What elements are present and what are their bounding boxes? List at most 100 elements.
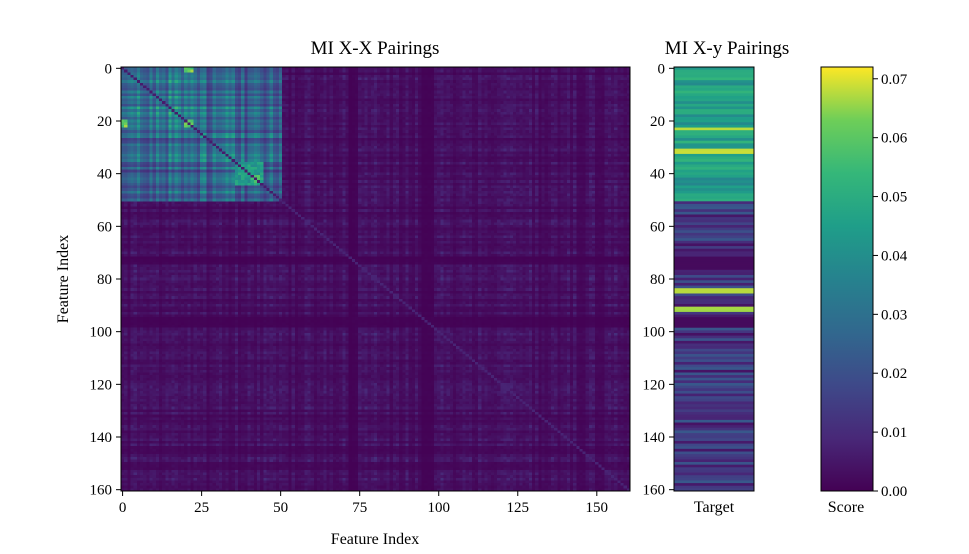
xy-cell [674, 354, 754, 358]
xy-ytick-label: 40 [650, 167, 665, 183]
colorbar-tick-label: 0.03 [881, 307, 907, 323]
xy-cell [674, 304, 754, 308]
xy-cell [674, 151, 754, 155]
xx-xtick-label: 25 [194, 500, 209, 516]
xy-cell [674, 114, 754, 118]
xy-cell [674, 243, 754, 247]
xy-cell [674, 454, 754, 458]
xy-cell [674, 209, 754, 213]
xy-cell [674, 267, 754, 271]
xy-cell [674, 248, 754, 252]
xy-cell [674, 488, 754, 492]
xy-cell [674, 135, 754, 139]
xx-xtick-label: 75 [352, 500, 367, 516]
xy-cell [674, 82, 754, 86]
xy-cell [674, 451, 754, 455]
xy-cell [674, 69, 754, 73]
xy-cell [674, 443, 754, 447]
xy-cell [674, 351, 754, 355]
xy-cell [674, 288, 754, 292]
xy-cell [674, 219, 754, 223]
xy-cell [674, 477, 754, 481]
xy-cell [674, 95, 754, 100]
xy-cell [674, 198, 754, 202]
xy-cell [674, 261, 754, 265]
xy-cell [674, 459, 754, 463]
xy-cell [674, 77, 754, 81]
xy-cell [674, 462, 754, 466]
xy-cell [674, 390, 754, 394]
xy-cell [674, 290, 754, 294]
xy-cell [674, 225, 754, 229]
xy-cell [674, 393, 754, 397]
xx-ytick-label: 20 [97, 114, 112, 130]
xy-cell [674, 427, 754, 431]
xy-cell [674, 356, 754, 360]
xy-cell [674, 414, 754, 418]
xy-cell [674, 398, 754, 402]
xy-cell [674, 259, 754, 263]
xx-ylabel: Feature Index [55, 235, 72, 323]
xy-cell [674, 464, 754, 468]
xy-cell [674, 264, 754, 268]
xy-cell [674, 317, 754, 321]
xy-cell [674, 106, 754, 110]
xy-cell [674, 103, 754, 107]
xy-cell [674, 172, 754, 176]
xy-cell [674, 272, 754, 276]
xy-cell [674, 361, 754, 365]
xy-cell [674, 164, 754, 168]
xy-cell [674, 446, 754, 450]
xy-cell [674, 301, 754, 305]
xy-cell [674, 325, 754, 329]
xy-cell [674, 367, 754, 371]
xy-cell [674, 285, 754, 289]
xx-heatmap-cells [121, 67, 630, 491]
xy-cell [674, 467, 754, 471]
xy-cell [674, 419, 754, 423]
xy-cell [674, 130, 754, 134]
colorbar-tick-label: 0.00 [881, 484, 907, 500]
xx-ytick-label: 80 [97, 272, 112, 288]
xy-cell [674, 140, 754, 144]
colorbar: 0.00 0.01 0.02 0.03 0.04 0.05 0.06 0.07 Score [820, 66, 908, 516]
xy-cell [674, 306, 754, 310]
xy-cell [674, 169, 754, 173]
xy-cell [674, 206, 754, 210]
xy-cell [674, 348, 754, 352]
xy-cell [674, 227, 754, 231]
xx-heatmap: 0 25 50 75 100 125 150 0 20 40 60 80 100 120 140 160 M… [55, 38, 631, 548]
xy-cell [674, 322, 754, 326]
xy-cell [674, 153, 754, 157]
colorbar-tick-label: 0.06 [881, 131, 908, 147]
xy-cell [674, 90, 754, 94]
xy-cell [674, 309, 754, 313]
xy-cell [674, 422, 754, 426]
xy-cell [674, 411, 754, 416]
xy-cell [674, 238, 754, 242]
colorbar-tick-label: 0.01 [881, 425, 907, 441]
xy-ytick-label: 20 [650, 114, 665, 130]
xy-cell [674, 156, 754, 160]
xy-cell [674, 380, 754, 384]
xy-cell [674, 475, 754, 479]
xy-cell [674, 340, 754, 344]
xx-xtick-label: 150 [586, 500, 609, 516]
xy-cell [674, 101, 754, 105]
colorbar-tick-label: 0.05 [881, 190, 907, 206]
xy-cell [674, 435, 754, 439]
xy-cell [674, 401, 754, 405]
colorbar-label: Score [828, 499, 864, 516]
xy-cell [674, 74, 754, 78]
xy-cell [674, 425, 754, 429]
xy-cell [674, 472, 754, 476]
xy-cell [674, 217, 754, 221]
xy-cell [674, 174, 754, 179]
xx-ytick-label: 160 [90, 483, 113, 499]
xy-ytick-label: 160 [643, 483, 666, 499]
xy-cell [674, 332, 754, 337]
xy-cell [674, 182, 754, 186]
xx-ytick-label: 60 [97, 219, 112, 235]
xy-heatmap: 0 20 40 60 80 100 120 140 160 MI X-y Pairings Ta… [643, 38, 790, 516]
xy-cell [674, 346, 754, 350]
